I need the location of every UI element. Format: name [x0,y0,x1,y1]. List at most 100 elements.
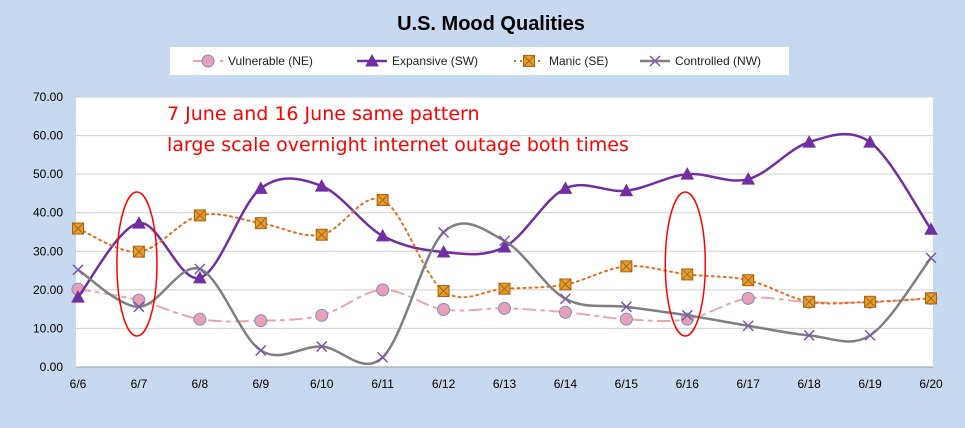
data-point-vulnerable-ne [132,293,146,307]
legend-swatch-marker [649,55,661,67]
y-tick-label: 0.00 [40,360,64,374]
y-tick-label: 10.00 [33,321,63,335]
legend-swatch-marker [523,55,535,67]
data-point-controlled-nw [377,351,389,363]
y-tick-label: 40.00 [33,206,63,220]
data-point-manic-se [193,209,206,222]
y-tick-label: 60.00 [33,129,63,143]
series-manic-se [72,193,937,308]
data-point-vulnerable-ne [498,301,511,315]
data-point-expansive-sw [680,167,695,180]
legend-swatch-marker [201,54,215,68]
legend-label: Manic (SE) [549,54,608,68]
x-tick-label: 6/12 [432,377,456,391]
legend-item-vulnerable-ne: Vulnerable (NE) [193,54,313,68]
data-point-controlled-nw [925,252,937,264]
data-point-expansive-sw [558,181,573,194]
legend-box [170,47,789,75]
data-point-vulnerable-ne [437,303,451,317]
highlight-ellipse [116,191,158,337]
data-point-expansive-sw [253,181,268,194]
x-tick-label: 6/7 [131,377,148,391]
y-axis: 0.00 10.00 20.00 30.00 40.00 50.00 60.00 70.00 [33,90,63,374]
x-tick-label: 6/6 [70,377,87,391]
x-tick-label: 6/8 [192,377,209,391]
data-point-manic-se [254,217,267,230]
x-tick-label: 6/16 [676,377,700,391]
legend-item-manic-se: Manic (SE) [514,54,608,68]
data-point-vulnerable-ne [619,312,633,326]
x-tick-label: 6/10 [310,377,334,391]
legend-label: Controlled (NW) [675,54,761,68]
data-point-expansive-sw [497,239,512,253]
data-point-manic-se [132,245,145,258]
data-point-expansive-sw [619,183,634,197]
data-point-expansive-sw [71,290,85,303]
data-point-manic-se [742,274,755,287]
data-point-expansive-sw [863,135,877,148]
data-point-vulnerable-ne [376,283,390,297]
data-point-manic-se [315,228,328,241]
data-point-expansive-sw [741,172,756,185]
series-expansive-sw [71,132,938,303]
data-point-manic-se [498,282,511,295]
x-tick-label: 6/20 [919,377,943,391]
data-point-controlled-nw [133,301,145,313]
y-tick-label: 70.00 [33,90,63,104]
series-layer [71,132,938,365]
x-tick-label: 6/19 [858,377,882,391]
legend: Vulnerable (NE) Expansive (SW) Manic (SE) C… [170,47,789,75]
data-point-expansive-sw [436,245,451,258]
x-axis: 6/6 6/7 6/8 6/9 6/10 6/11 6/12 6/13 6/14 6/15 6/16… [70,377,943,391]
data-point-controlled-nw [316,341,328,353]
data-point-expansive-sw [314,179,329,192]
x-tick-label: 6/13 [493,377,517,391]
data-point-vulnerable-ne [315,308,329,322]
data-point-expansive-sw [193,270,207,284]
x-tick-label: 6/15 [615,377,639,391]
data-point-controlled-nw [681,309,693,321]
data-point-manic-se [72,222,84,235]
data-point-controlled-nw [438,226,450,238]
data-point-manic-se [864,295,877,308]
legend-item-expansive-sw: Expansive (SW) [357,53,478,68]
data-point-expansive-sw [924,222,938,235]
series-controlled-nw [72,222,937,365]
data-point-vulnerable-ne [254,314,268,328]
legend-label: Expansive (SW) [392,54,478,68]
data-point-expansive-sw [375,228,390,242]
chart-title: U.S. Mood Qualities [397,13,585,35]
data-point-controlled-nw [742,320,754,332]
data-point-manic-se [559,278,572,291]
data-point-manic-se [803,295,816,308]
x-tick-label: 6/14 [554,377,578,391]
data-point-expansive-sw [132,216,146,229]
data-point-manic-se [376,193,389,206]
highlight-ellipses [116,191,707,337]
data-point-controlled-nw [620,301,632,313]
data-point-manic-se [437,285,450,298]
y-tick-label: 30.00 [33,244,63,258]
data-point-expansive-sw [802,135,816,148]
data-point-vulnerable-ne [741,291,755,305]
y-tick-label: 50.00 [33,167,63,181]
data-point-controlled-nw [803,329,815,341]
data-point-controlled-nw [255,344,267,356]
series-line-controlled-nw [76,222,933,365]
x-tick-label: 6/9 [252,377,269,391]
highlight-ellipse [664,191,707,337]
data-point-controlled-nw [72,264,84,276]
data-point-manic-se [681,268,694,281]
data-point-vulnerable-ne [558,305,572,319]
x-tick-label: 6/18 [797,377,821,391]
data-point-controlled-nw [498,235,511,247]
legend-item-controlled-nw: Controlled (NW) [640,54,761,68]
x-tick-label: 6/11 [371,377,394,391]
x-tick-label: 6/17 [737,377,761,391]
legend-label: Vulnerable (NE) [228,54,313,68]
data-point-controlled-nw [194,263,206,275]
data-point-controlled-nw [864,329,876,341]
series-line-manic-se [77,197,932,305]
